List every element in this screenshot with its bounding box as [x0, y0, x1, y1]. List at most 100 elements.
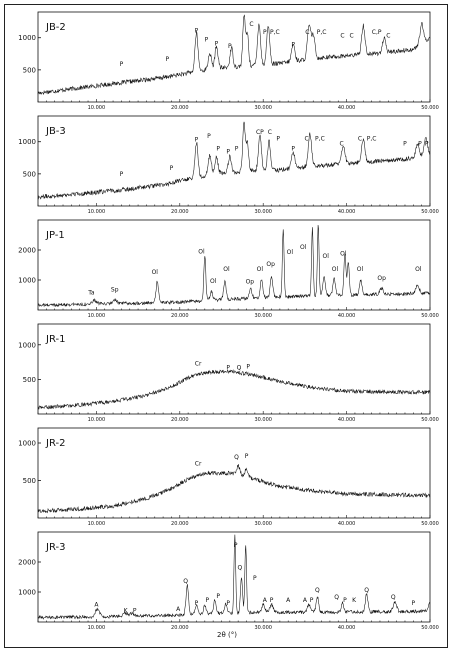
peak-label: C,P — [372, 29, 382, 36]
page-border — [4, 4, 448, 648]
peak-label: A — [94, 601, 99, 608]
peak-label: Ol — [287, 249, 294, 256]
plot-frame — [37, 11, 431, 103]
x-tick-label: 30.000 — [254, 521, 272, 526]
peak-label: P — [234, 542, 238, 549]
chart-jp-1: 1000 2000 10.000 20.000 30.000 40.000 50.000 JP… — [18, 219, 439, 318]
peak-label: C — [249, 21, 253, 28]
x-tick-label: 40.000 — [338, 521, 356, 526]
sample-name: JB-2 — [45, 22, 66, 33]
x-tick-label: 10.000 — [88, 105, 106, 110]
x-tick-label: 20.000 — [171, 313, 189, 318]
x-tick-label: 50.000 — [421, 417, 439, 422]
peak-label: Sp — [111, 286, 119, 293]
y-tick-label: 500 — [23, 477, 36, 485]
sample-name: JR-3 — [45, 542, 65, 553]
peak-label: C — [386, 33, 390, 40]
x-tick-label: 50.000 — [421, 313, 439, 318]
x-tick-label: 40.000 — [338, 313, 356, 318]
peak-label: P — [343, 597, 347, 604]
y-tick-label: 2000 — [18, 247, 36, 255]
peak-label: P — [418, 141, 422, 148]
plot-frame — [37, 531, 431, 623]
peak-label: C — [349, 33, 353, 40]
x-tick-label: 20.000 — [171, 209, 189, 214]
x-tick-label: 40.000 — [338, 417, 356, 422]
x-tick-label: 30.000 — [254, 313, 272, 318]
chart-jr-2: 500 1000 10.000 20.000 30.000 40.000 50.000 JR-… — [18, 427, 439, 526]
x-tick-label: 10.000 — [88, 209, 106, 214]
chart-jr-3: 1000 2000 10.000 20.000 30.000 40.000 50.000 JR… — [18, 531, 439, 630]
y-tick-label: 1000 — [18, 440, 36, 448]
peak-label: P — [253, 575, 257, 582]
peak-label: P — [291, 42, 295, 49]
peak-label: Ol — [257, 266, 264, 273]
peak-label: P — [205, 597, 209, 604]
x-tick-label: 20.000 — [171, 105, 189, 110]
x-tick-label: 10.000 — [88, 313, 106, 318]
peak-label: Ol — [340, 250, 347, 257]
xrd-trace-jr-1 — [37, 369, 431, 410]
xrd-trace-jb-2 — [37, 14, 431, 96]
peak-label: Ol — [332, 266, 339, 273]
x-tick-label: 10.000 — [88, 417, 106, 422]
peak-label: Ol — [198, 249, 205, 256]
xrd-trace-jr-2 — [37, 464, 431, 514]
y-tick-label: 500 — [23, 66, 36, 74]
peak-label: P — [228, 43, 232, 50]
peak-label: Op — [266, 261, 275, 268]
x-tick-label: 50.000 — [421, 521, 439, 526]
y-tick-label: 500 — [23, 376, 36, 384]
peak-label: CP — [256, 129, 264, 136]
peak-label: P — [403, 141, 407, 148]
y-tick-label: 1000 — [18, 589, 36, 597]
panel-jr-1: 500 1000 10.000 20.000 30.000 40.000 50.000 JR-… — [0, 320, 454, 422]
peak-label: Q — [391, 594, 396, 601]
xrd-trace-jp-1 — [37, 224, 431, 308]
x-tick-label: 30.000 — [254, 417, 272, 422]
x-axis-label: 2θ (°) — [217, 631, 237, 639]
peak-label: A — [176, 606, 181, 613]
peak-label: Q — [183, 578, 188, 585]
plot-frame — [37, 427, 431, 519]
x-tick-label: 50.000 — [421, 105, 439, 110]
peak-label: Op — [377, 275, 386, 282]
panel-jb-3: 500 1000 10.000 20.000 30.000 40.000 50.000 JB-… — [0, 112, 454, 214]
y-tick-label: 500 — [23, 170, 36, 178]
sample-name: JR-1 — [45, 334, 65, 345]
peak-label: Ol — [415, 266, 422, 273]
peak-label: P — [425, 141, 429, 148]
xrd-trace-jb-3 — [37, 121, 431, 200]
peak-label: P — [195, 600, 199, 607]
peak-label: Q — [364, 587, 369, 594]
panel-jr-2: 500 1000 10.000 20.000 30.000 40.000 50.000 JR-… — [0, 424, 454, 526]
peak-label: P — [195, 137, 199, 144]
peak-label: P — [205, 37, 209, 44]
panel-jr-3: 1000 2000 10.000 20.000 30.000 40.000 50.000 JR… — [0, 528, 454, 630]
peak-label: P,C — [270, 29, 280, 36]
peak-label: P — [195, 28, 199, 35]
x-tick-label: 10.000 — [88, 625, 106, 630]
peak-label: K — [352, 597, 357, 604]
peak-label: Ol — [300, 244, 307, 251]
panel-jp-1: 1000 2000 10.000 20.000 30.000 40.000 50.000 JP… — [0, 216, 454, 318]
peak-label: P — [216, 593, 220, 600]
peak-label: Q — [315, 587, 320, 594]
peak-label: P — [216, 146, 220, 153]
peak-label: P — [226, 148, 230, 155]
chart-jr-1: 500 1000 10.000 20.000 30.000 40.000 50.000 JR-… — [18, 323, 439, 422]
peak-label: Ta — [87, 289, 95, 296]
x-tick-label: 30.000 — [254, 625, 272, 630]
peak-label: K — [124, 607, 129, 614]
sample-name: JP-1 — [45, 230, 65, 241]
peak-label: P — [133, 607, 137, 614]
x-tick-label: 50.000 — [421, 625, 439, 630]
peak-label: P — [310, 597, 314, 604]
peak-label: P — [215, 40, 219, 47]
x-tick-label: 50.000 — [421, 209, 439, 214]
xrd-trace-jr-3 — [37, 534, 431, 620]
chart-jb-2: 500 1000 10.000 20.000 30.000 40.000 50.000 JB-… — [18, 11, 439, 110]
x-tick-label: 40.000 — [338, 105, 356, 110]
peak-label: C — [305, 29, 309, 36]
